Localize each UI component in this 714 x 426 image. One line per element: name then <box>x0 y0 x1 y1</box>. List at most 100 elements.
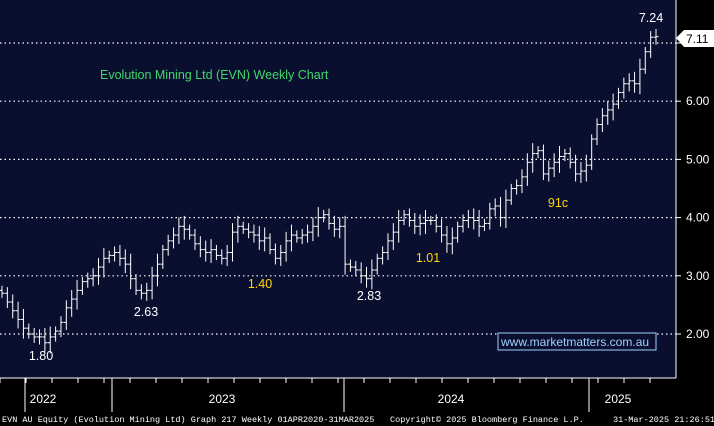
ohlc-bar <box>15 301 21 329</box>
ohlc-bar <box>648 31 654 58</box>
ohlc-bar <box>551 153 557 178</box>
ohlc-bar <box>63 300 69 330</box>
plot-area <box>0 0 676 378</box>
annotation-label: 91c <box>548 196 568 210</box>
ohlc-bar <box>476 210 482 237</box>
ohlc-bar <box>567 147 573 169</box>
ohlc-bar <box>508 183 514 205</box>
ohlc-bar <box>481 218 487 231</box>
ohlc-bar <box>294 230 300 243</box>
ohlc-bar <box>342 215 348 275</box>
svg-text:7.11: 7.11 <box>686 32 709 46</box>
ohlc-bar <box>460 214 466 233</box>
ohlc-bar <box>637 58 643 95</box>
ohlc-bar <box>240 221 246 234</box>
ohlc-bar <box>546 160 552 182</box>
x-tick-label: 2022 <box>30 392 57 406</box>
y-tick-label: 6.00 <box>686 94 710 108</box>
ohlc-bar <box>128 253 134 290</box>
ohlc-bar <box>385 233 391 261</box>
ohlc-bar <box>321 210 327 223</box>
ohlc-bar <box>487 202 493 230</box>
ohlc-bar <box>47 326 53 354</box>
ohlc-bar <box>599 108 605 133</box>
annotation-label: 1.40 <box>248 277 272 291</box>
ohlc-bar <box>251 224 257 243</box>
ohlc-bar <box>224 244 230 266</box>
chart-title: Evolution Mining Ltd (EVN) Weekly Chart <box>100 68 329 82</box>
ohlc-bar <box>256 226 262 250</box>
ohlc-bar <box>69 290 75 317</box>
ohlc-bar <box>347 259 353 272</box>
ohlc-bar <box>262 227 268 252</box>
ohlc-bar <box>187 224 193 240</box>
ohlc-bar <box>428 215 434 226</box>
ohlc-bar <box>85 272 91 288</box>
footer-left: EVN AU Equity (Evolution Mining Ltd) Gra… <box>2 415 374 425</box>
ohlc-bar <box>219 249 225 265</box>
ohlc-bar <box>439 218 445 243</box>
ohlc-bar <box>401 210 407 226</box>
ohlc-bar <box>557 146 563 173</box>
ohlc-bar <box>492 198 498 217</box>
ohlc-bar <box>149 266 155 300</box>
annotation-label: 1.01 <box>416 251 440 265</box>
ohlc-bar <box>10 294 16 319</box>
ohlc-bar <box>337 217 343 239</box>
ohlc-bar <box>583 154 589 182</box>
annotation-label: 1.80 <box>29 349 53 363</box>
ohlc-bar <box>112 246 118 262</box>
y-tick-label: 3.00 <box>686 269 710 283</box>
ohlc-bar <box>310 217 316 242</box>
y-tick-label: 5.00 <box>686 152 710 166</box>
footer-right: 31-Mar-2025 21:26:51 <box>613 415 714 425</box>
ohlc-bar <box>422 210 428 234</box>
ohlc-bar <box>138 284 144 300</box>
ohlc-bar <box>530 143 536 173</box>
ohlc-bar <box>117 244 123 266</box>
ohlc-bar <box>610 93 616 121</box>
ohlc-bar <box>540 144 546 181</box>
ohlc-bar <box>101 247 107 278</box>
ohlc-bar <box>573 154 579 182</box>
ohlc-bar <box>154 253 160 287</box>
annotation-label: 2.63 <box>134 305 158 319</box>
ohlc-bar <box>106 250 112 263</box>
ohlc-bar <box>79 276 85 296</box>
ohlc-bar <box>524 153 530 186</box>
ohlc-bar <box>208 239 214 263</box>
ohlc-bar <box>535 146 541 159</box>
ohlc-bar <box>42 327 48 352</box>
ohlc-bar <box>0 285 5 298</box>
ohlc-bar <box>213 244 219 261</box>
ohlc-bar <box>160 244 166 269</box>
watermark: www.marketmatters.com.au <box>497 332 657 351</box>
ohlc-bar <box>444 226 450 253</box>
ohlc-bar <box>20 308 26 339</box>
ohlc-bar <box>197 236 203 258</box>
ohlc-bar <box>90 268 96 287</box>
ohlc-bar <box>299 228 305 245</box>
ohlc-bar <box>315 207 321 237</box>
ohlc-bar <box>133 274 139 296</box>
ohlc-bar <box>358 262 364 284</box>
ohlc-bar <box>562 148 568 162</box>
ohlc-bar <box>331 215 337 237</box>
ohlc-bar <box>181 215 187 240</box>
ohlc-bar <box>465 210 471 229</box>
annotation-label: 2.83 <box>357 289 381 303</box>
ohlc-bar <box>621 77 627 99</box>
ohlc-bar <box>406 208 412 227</box>
ohlc-bar <box>626 73 632 92</box>
ohlc-bar <box>31 327 37 344</box>
x-tick-label: 2024 <box>438 392 465 406</box>
ohlc-bar <box>246 223 252 239</box>
ohlc-bar <box>642 47 648 74</box>
ohlc-bar <box>305 224 311 243</box>
ohlc-bar <box>390 223 396 250</box>
ohlc-bar <box>417 214 423 236</box>
x-tick-label: 2025 <box>605 392 632 406</box>
y-tick-label: 4.00 <box>686 211 710 225</box>
ohlc-bar <box>171 227 177 249</box>
